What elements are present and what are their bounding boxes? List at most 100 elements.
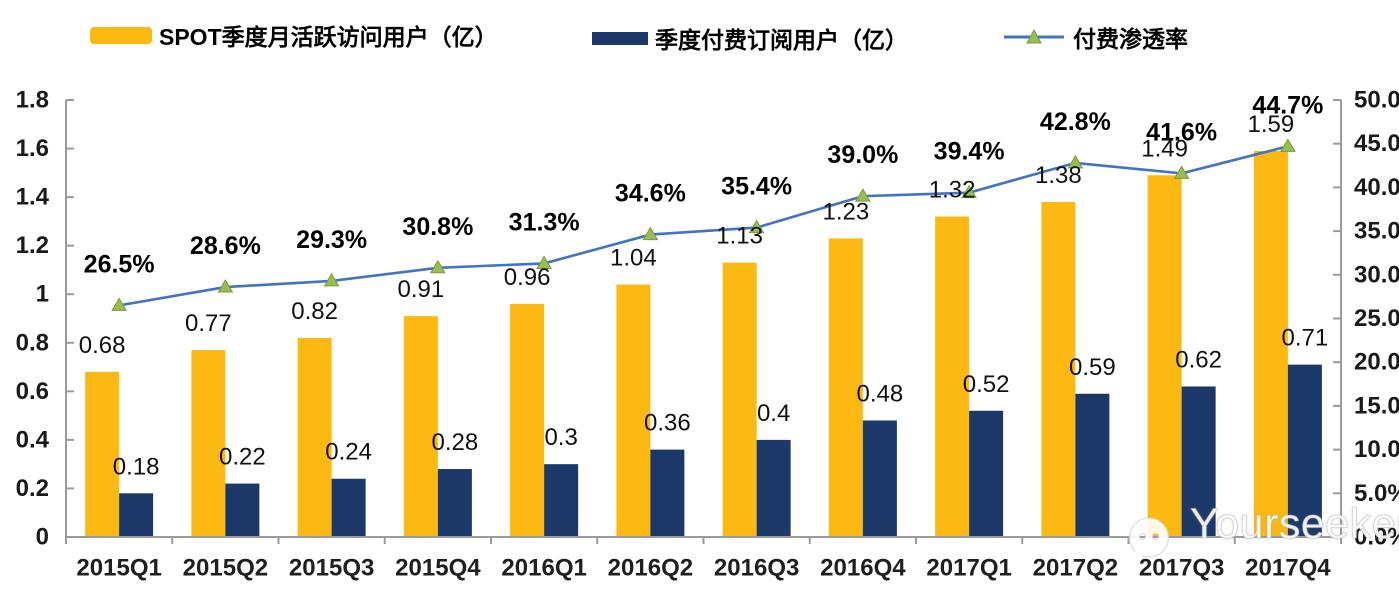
penetration-marker xyxy=(536,255,552,269)
paid-bar xyxy=(225,483,260,536)
mau-value-label: 0.96 xyxy=(504,264,551,291)
penetration-value-label: 28.6% xyxy=(190,232,261,260)
penetration-line-legend-marker xyxy=(1004,28,1064,44)
mau-bar xyxy=(722,262,757,536)
x-axis-category-label: 2017Q1 xyxy=(926,555,1011,582)
left-axis-tick-label: 0.4 xyxy=(16,426,50,453)
mau-bar xyxy=(828,238,863,536)
mau-value-label: 0.91 xyxy=(398,276,445,303)
mau-bar xyxy=(510,303,545,536)
left-axis-tick-label: 1.8 xyxy=(16,87,49,114)
x-axis-category-label: 2016Q2 xyxy=(608,555,693,582)
mau-bar xyxy=(935,216,970,537)
paid-value-label: 0.62 xyxy=(1175,346,1222,373)
paid-value-label: 0.59 xyxy=(1069,354,1116,381)
right-axis-tick-label: 10.0% xyxy=(1354,436,1399,463)
right-axis-tick-label: 35.0% xyxy=(1354,218,1399,245)
mau-value-label: 0.82 xyxy=(291,298,338,325)
penetration-marker xyxy=(855,188,871,202)
penetration-marker xyxy=(430,259,446,274)
paid-value-label: 0.22 xyxy=(219,444,266,471)
paid-value-label: 0.36 xyxy=(644,410,691,437)
mau-value-label: 1.59 xyxy=(1248,111,1295,138)
penetration-marker xyxy=(1280,138,1296,152)
mau-legend-swatch xyxy=(90,26,152,44)
right-axis-tick-label: 0.0% xyxy=(1354,524,1399,551)
mau-bar xyxy=(1253,150,1288,536)
paid-value-label: 0.71 xyxy=(1282,325,1329,352)
x-axis-category-label: 2017Q3 xyxy=(1139,555,1224,582)
paid-bar xyxy=(331,478,366,536)
paid-value-label: 0.52 xyxy=(963,371,1010,398)
paid-legend-label: 季度付费订阅用户（亿） xyxy=(655,27,908,53)
penetration-marker xyxy=(1173,165,1190,179)
mau-value-label: 1.23 xyxy=(823,198,870,225)
paid-bar xyxy=(650,449,685,536)
left-axis-tick-label: 0.2 xyxy=(16,475,49,502)
left-axis-tick-label: 0.8 xyxy=(16,329,49,356)
mau-bar xyxy=(1041,201,1076,536)
paid-bar xyxy=(756,439,791,536)
penetration-value-label: 44.7% xyxy=(1252,91,1323,119)
mau-value-label: 0.68 xyxy=(79,332,126,359)
paid-bar xyxy=(969,410,1004,536)
x-axis-category-label: 2015Q1 xyxy=(76,555,161,582)
penetration-value-label: 39.0% xyxy=(827,141,898,169)
penetration-value-label: 41.6% xyxy=(1146,118,1217,146)
paid-value-label: 0.28 xyxy=(432,429,479,456)
legend-item-penetration: 付费渗透率 xyxy=(1003,20,1188,54)
penetration-marker xyxy=(217,279,234,293)
mau-value-label: 1.13 xyxy=(716,223,763,250)
mau-bar xyxy=(191,350,226,536)
mau-value-label: 1.49 xyxy=(1141,135,1188,162)
penetration-value-label: 42.8% xyxy=(1040,108,1111,136)
right-axis-tick-label: 45.0% xyxy=(1354,130,1399,157)
x-axis-category-label: 2017Q4 xyxy=(1245,555,1331,582)
right-axis-tick-label: 15.0% xyxy=(1354,392,1399,419)
mau-value-label: 1.32 xyxy=(929,177,976,204)
paid-bar xyxy=(862,420,897,536)
penetration-marker xyxy=(111,297,127,311)
penetration-marker xyxy=(1067,154,1084,169)
legend-item-mau: SPOT季度月活跃访问用户（亿） xyxy=(90,18,498,52)
left-axis-tick-label: 1.2 xyxy=(16,232,49,259)
left-axis-tick-label: 1.6 xyxy=(16,135,49,162)
paid-bar xyxy=(1075,393,1110,536)
mau-bar xyxy=(1147,175,1182,536)
mau-bar xyxy=(403,316,438,536)
paid-value-label: 0.3 xyxy=(544,424,577,451)
right-axis-tick-label: 40.0% xyxy=(1354,174,1399,201)
penetration-marker xyxy=(748,219,765,234)
mau-bar xyxy=(297,337,332,536)
right-axis-tick-label: 20.0% xyxy=(1354,349,1399,376)
x-axis-category-label: 2017Q2 xyxy=(1033,555,1118,582)
mau-bar xyxy=(85,371,120,536)
x-axis-category-label: 2016Q4 xyxy=(820,555,906,582)
right-axis-tick-label: 5.0% xyxy=(1354,480,1399,507)
penetration-value-label: 39.4% xyxy=(934,138,1005,166)
paid-bar xyxy=(1287,364,1322,536)
penetration-marker xyxy=(642,226,659,241)
penetration-line xyxy=(118,145,1289,307)
paid-bar xyxy=(1181,386,1216,536)
left-axis-tick-label: 1.4 xyxy=(16,184,50,211)
mau-value-label: 0.77 xyxy=(185,310,232,337)
x-axis-category-label: 2015Q2 xyxy=(183,555,268,582)
mau-value-label: 1.38 xyxy=(1035,162,1082,189)
right-axis-tick-label: 50.0% xyxy=(1354,87,1399,114)
penetration-marker xyxy=(323,272,340,287)
paid-bar xyxy=(119,493,154,536)
mau-value-label: 1.04 xyxy=(610,245,657,272)
penetration-value-label: 29.3% xyxy=(296,226,367,254)
right-axis-tick-label: 25.0% xyxy=(1354,305,1399,332)
penetration-value-label: 30.8% xyxy=(402,213,473,241)
paid-bar xyxy=(544,464,579,536)
legend-item-paid: 季度付费订阅用户（亿） xyxy=(592,21,908,55)
left-axis-tick-label: 0.6 xyxy=(16,378,49,405)
right-axis-tick-label: 30.0% xyxy=(1354,261,1399,288)
mau-bar xyxy=(616,284,651,536)
x-axis-category-label: 2016Q3 xyxy=(714,555,799,582)
paid-value-label: 0.4 xyxy=(757,400,790,427)
